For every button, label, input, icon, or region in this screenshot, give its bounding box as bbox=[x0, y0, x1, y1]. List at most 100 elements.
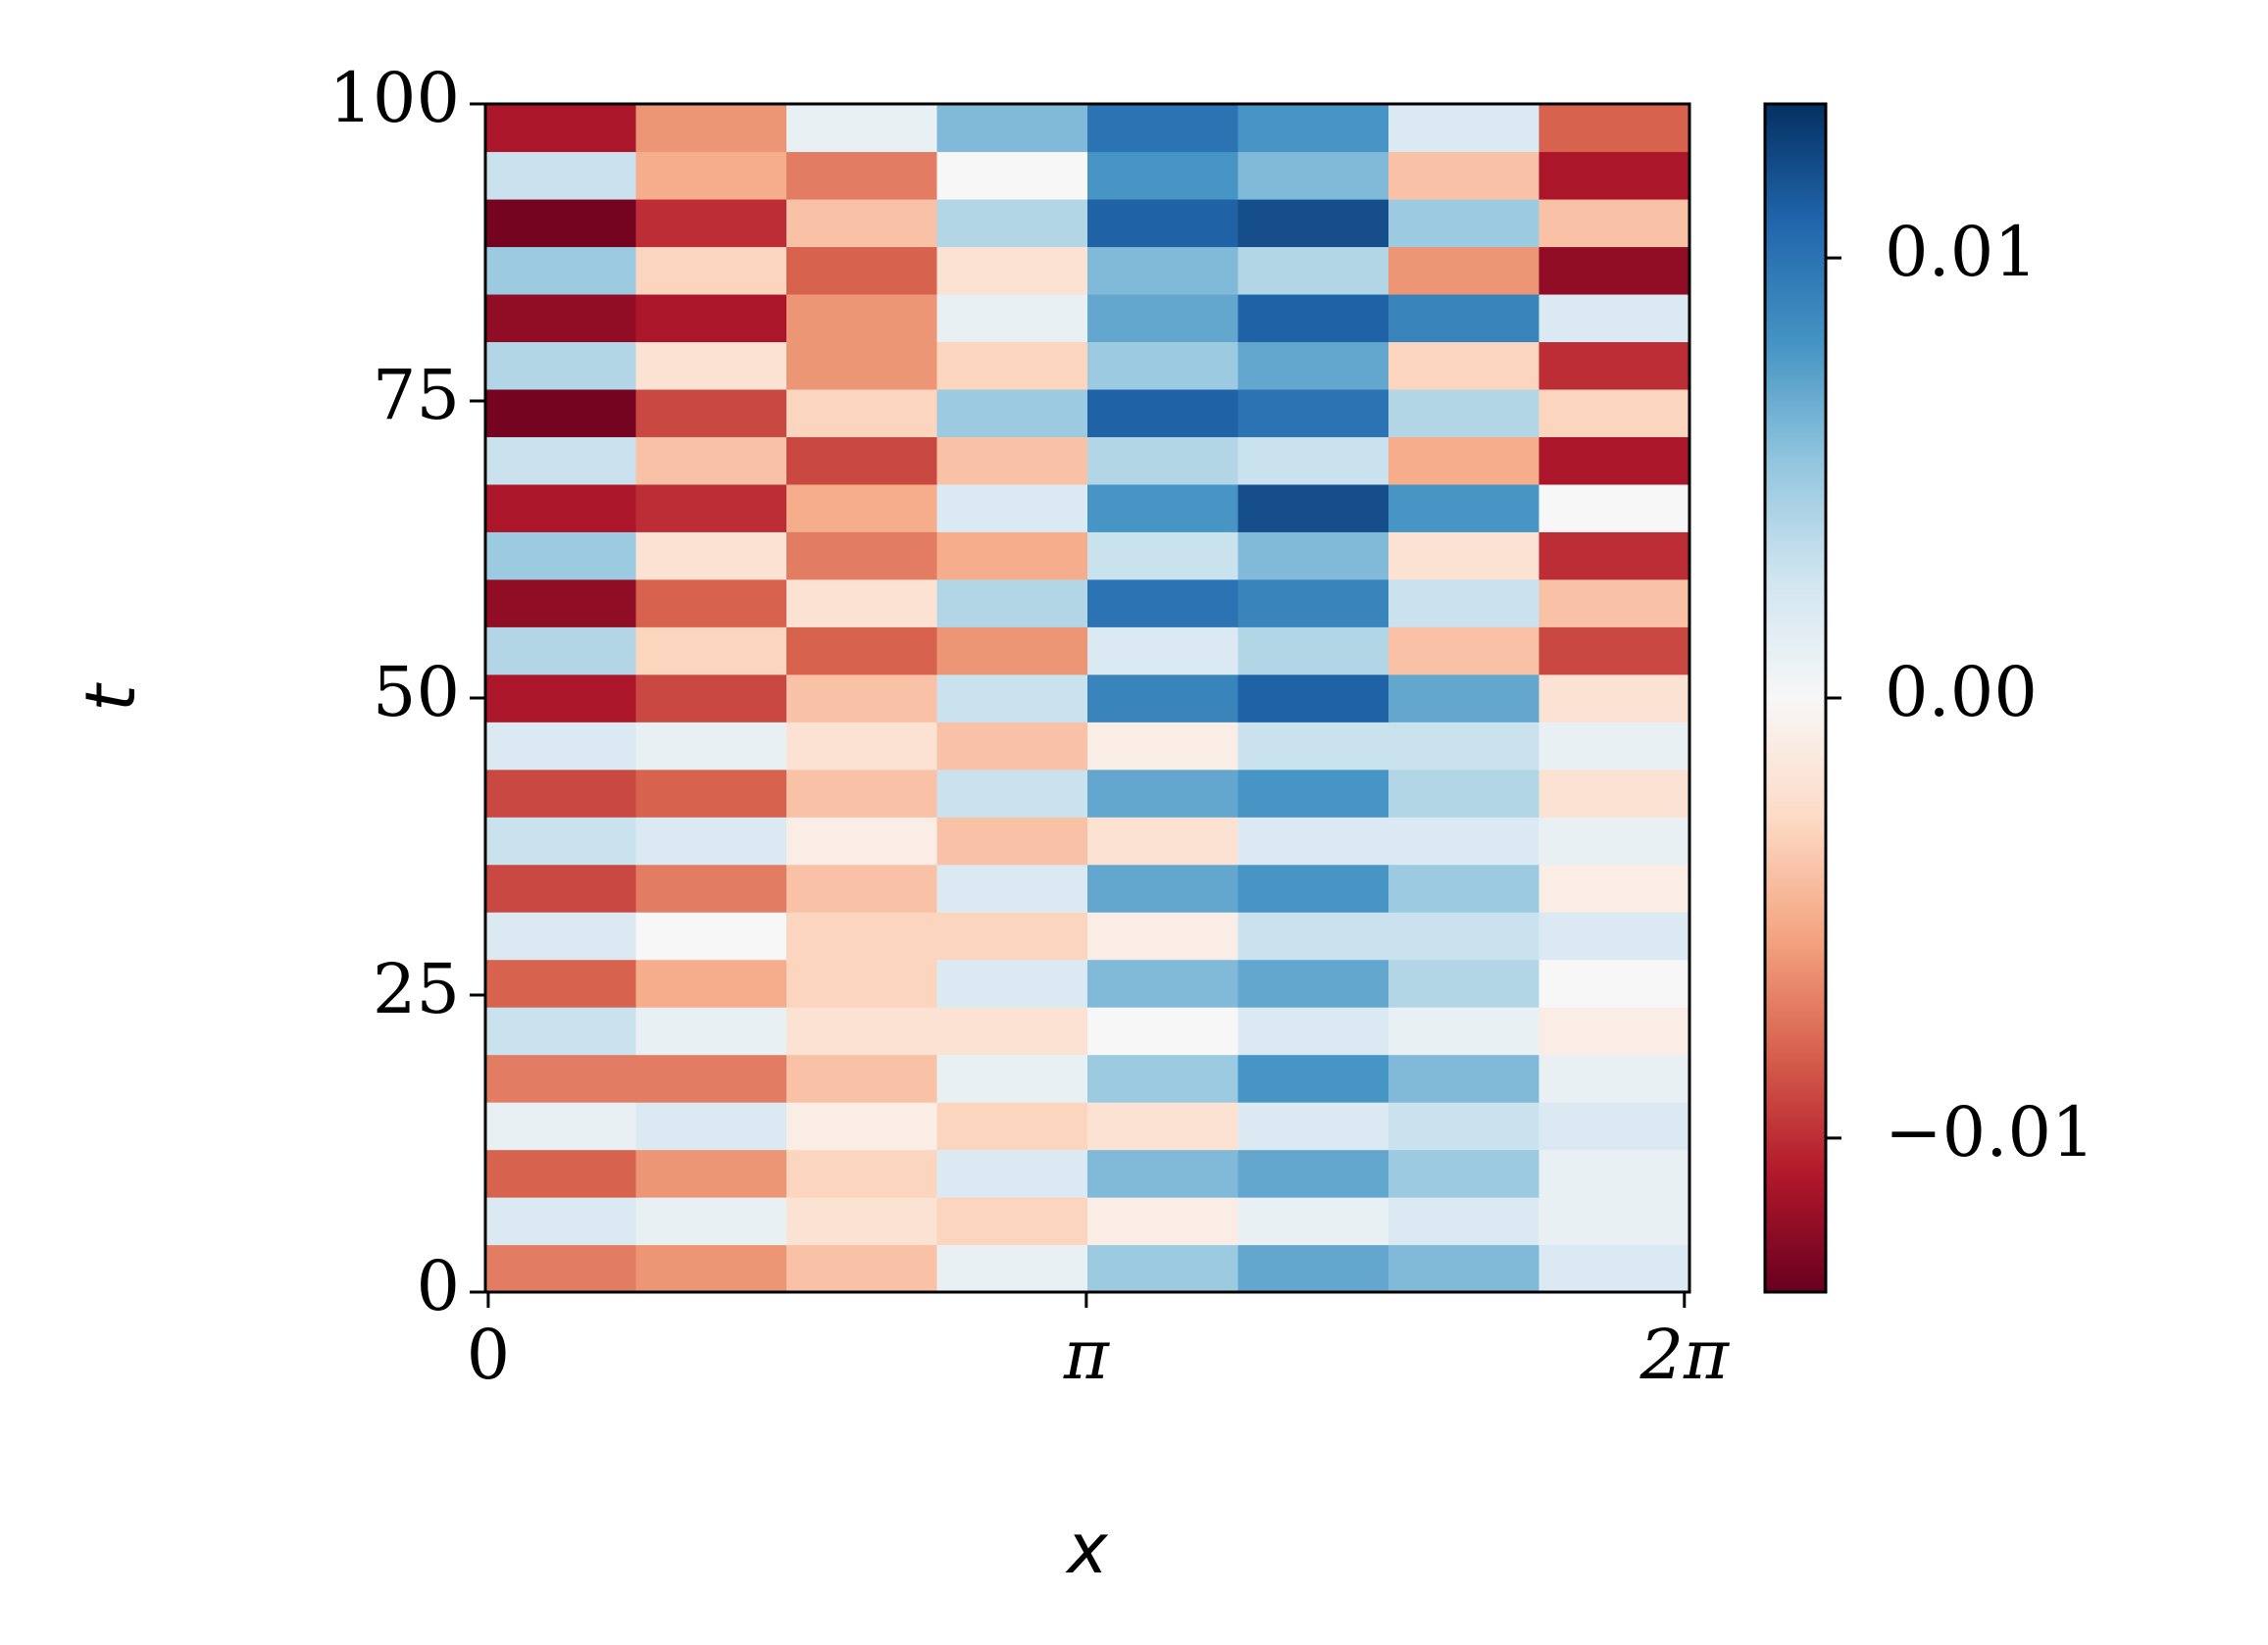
heatmap-cell bbox=[1087, 959, 1239, 1008]
heatmap-cell bbox=[1237, 531, 1389, 580]
heatmap-cell bbox=[1087, 722, 1239, 771]
heatmap-cell bbox=[1087, 578, 1239, 627]
heatmap-cell bbox=[786, 246, 938, 295]
x-tick-label: π bbox=[1063, 1315, 1111, 1395]
heatmap-cell bbox=[485, 769, 637, 818]
heatmap-cell bbox=[936, 1102, 1088, 1151]
heatmap-cell bbox=[635, 388, 787, 437]
heatmap-cell bbox=[635, 1102, 787, 1151]
heatmap-cell bbox=[1087, 151, 1239, 200]
heatmap-cell bbox=[1538, 1197, 1690, 1246]
heatmap-cell bbox=[786, 293, 938, 342]
heatmap-cell bbox=[1237, 673, 1389, 723]
heatmap-cell bbox=[1538, 817, 1690, 866]
heatmap-cell bbox=[1538, 388, 1690, 437]
heatmap-cell bbox=[485, 246, 637, 295]
heatmap-cell bbox=[1237, 912, 1389, 961]
heatmap-cell bbox=[1087, 673, 1239, 723]
heatmap-cell bbox=[786, 673, 938, 723]
heatmap-cell bbox=[786, 1244, 938, 1293]
heatmap-cell bbox=[1237, 388, 1389, 437]
heatmap-cell bbox=[635, 1149, 787, 1198]
heatmap-cell bbox=[1538, 293, 1690, 342]
heatmap-cell bbox=[1087, 1197, 1239, 1246]
heatmap-cell bbox=[1538, 1102, 1690, 1151]
heatmap-cell bbox=[485, 673, 637, 723]
heatmap-cell bbox=[485, 1244, 637, 1293]
heatmap-cell bbox=[786, 341, 938, 390]
colorbar bbox=[1763, 102, 1828, 1294]
heatmap-cell bbox=[1538, 1054, 1690, 1103]
heatmap-cell bbox=[635, 341, 787, 390]
heatmap-cell bbox=[1538, 673, 1690, 723]
heatmap-cell bbox=[485, 578, 637, 627]
heatmap-cell bbox=[1087, 1102, 1239, 1151]
heatmap-cell bbox=[1087, 483, 1239, 532]
heatmap-cell bbox=[1538, 151, 1690, 200]
x-tick-label: 0 bbox=[467, 1315, 511, 1395]
heatmap-cell bbox=[1388, 198, 1540, 248]
heatmap-cell bbox=[1388, 436, 1540, 485]
heatmap-cell bbox=[485, 436, 637, 485]
heatmap-cell bbox=[936, 1197, 1088, 1246]
heatmap-cell bbox=[786, 436, 938, 485]
heatmap-cell bbox=[1538, 104, 1690, 153]
heatmap-cell bbox=[635, 673, 787, 723]
heatmap-cell bbox=[485, 1102, 637, 1151]
heatmap-cell bbox=[1388, 673, 1540, 723]
heatmap-cell bbox=[1087, 388, 1239, 437]
heatmap-cell bbox=[1087, 531, 1239, 580]
heatmap-cell bbox=[786, 531, 938, 580]
heatmap-cell bbox=[485, 388, 637, 437]
heatmap-cell bbox=[635, 626, 787, 675]
y-tick-label: 0 bbox=[416, 1246, 460, 1326]
heatmap-cell bbox=[1237, 626, 1389, 675]
heatmap-cell bbox=[1237, 817, 1389, 866]
heatmap-cell bbox=[635, 912, 787, 961]
heatmap-cell bbox=[485, 483, 637, 532]
heatmap-cell bbox=[786, 1102, 938, 1151]
heatmap-cell bbox=[635, 578, 787, 627]
heatmap-cell bbox=[1237, 483, 1389, 532]
heatmap-cell bbox=[1087, 341, 1239, 390]
heatmap-cell bbox=[1087, 1007, 1239, 1056]
heatmap-cell bbox=[1538, 959, 1690, 1008]
heatmap-cell bbox=[1388, 246, 1540, 295]
heatmap-cell bbox=[786, 817, 938, 866]
heatmap-cell bbox=[1388, 912, 1540, 961]
heatmap-cell bbox=[786, 198, 938, 248]
heatmap-cell bbox=[936, 436, 1088, 485]
heatmap-cell bbox=[1087, 626, 1239, 675]
heatmap-cell bbox=[1087, 912, 1239, 961]
heatmap-cell bbox=[1538, 578, 1690, 627]
heatmap-cell bbox=[936, 341, 1088, 390]
heatmap-cell bbox=[1538, 912, 1690, 961]
heatmap-cell bbox=[485, 151, 637, 200]
heatmap-cell bbox=[1087, 769, 1239, 818]
heatmap-cell bbox=[635, 1197, 787, 1246]
heatmap-cell bbox=[1237, 1102, 1389, 1151]
heatmap-cell bbox=[635, 959, 787, 1008]
heatmap-cell bbox=[936, 1007, 1088, 1056]
heatmap-cell bbox=[1388, 1007, 1540, 1056]
heatmap-cell bbox=[1087, 1244, 1239, 1293]
heatmap-cell bbox=[936, 578, 1088, 627]
heatmap-cell bbox=[1538, 769, 1690, 818]
heatmap-cell bbox=[786, 1007, 938, 1056]
heatmap-cell bbox=[1538, 198, 1690, 248]
heatmap-cell bbox=[635, 198, 787, 248]
heatmap-cell bbox=[635, 1054, 787, 1103]
heatmap-cell bbox=[1087, 1149, 1239, 1198]
heatmap-cell bbox=[1388, 1149, 1540, 1198]
heatmap-cell bbox=[635, 722, 787, 771]
heatmap-cell bbox=[635, 151, 787, 200]
heatmap-cell bbox=[1388, 531, 1540, 580]
colorbar-tick-label: −0.01 bbox=[1885, 1092, 2095, 1172]
heatmap-cell bbox=[485, 104, 637, 153]
heatmap-cell bbox=[1237, 341, 1389, 390]
heatmap-cell bbox=[936, 483, 1088, 532]
heatmap-cell bbox=[786, 769, 938, 818]
heatmap-cell bbox=[1388, 817, 1540, 866]
heatmap-cell bbox=[786, 104, 938, 153]
heatmap-cell bbox=[936, 626, 1088, 675]
